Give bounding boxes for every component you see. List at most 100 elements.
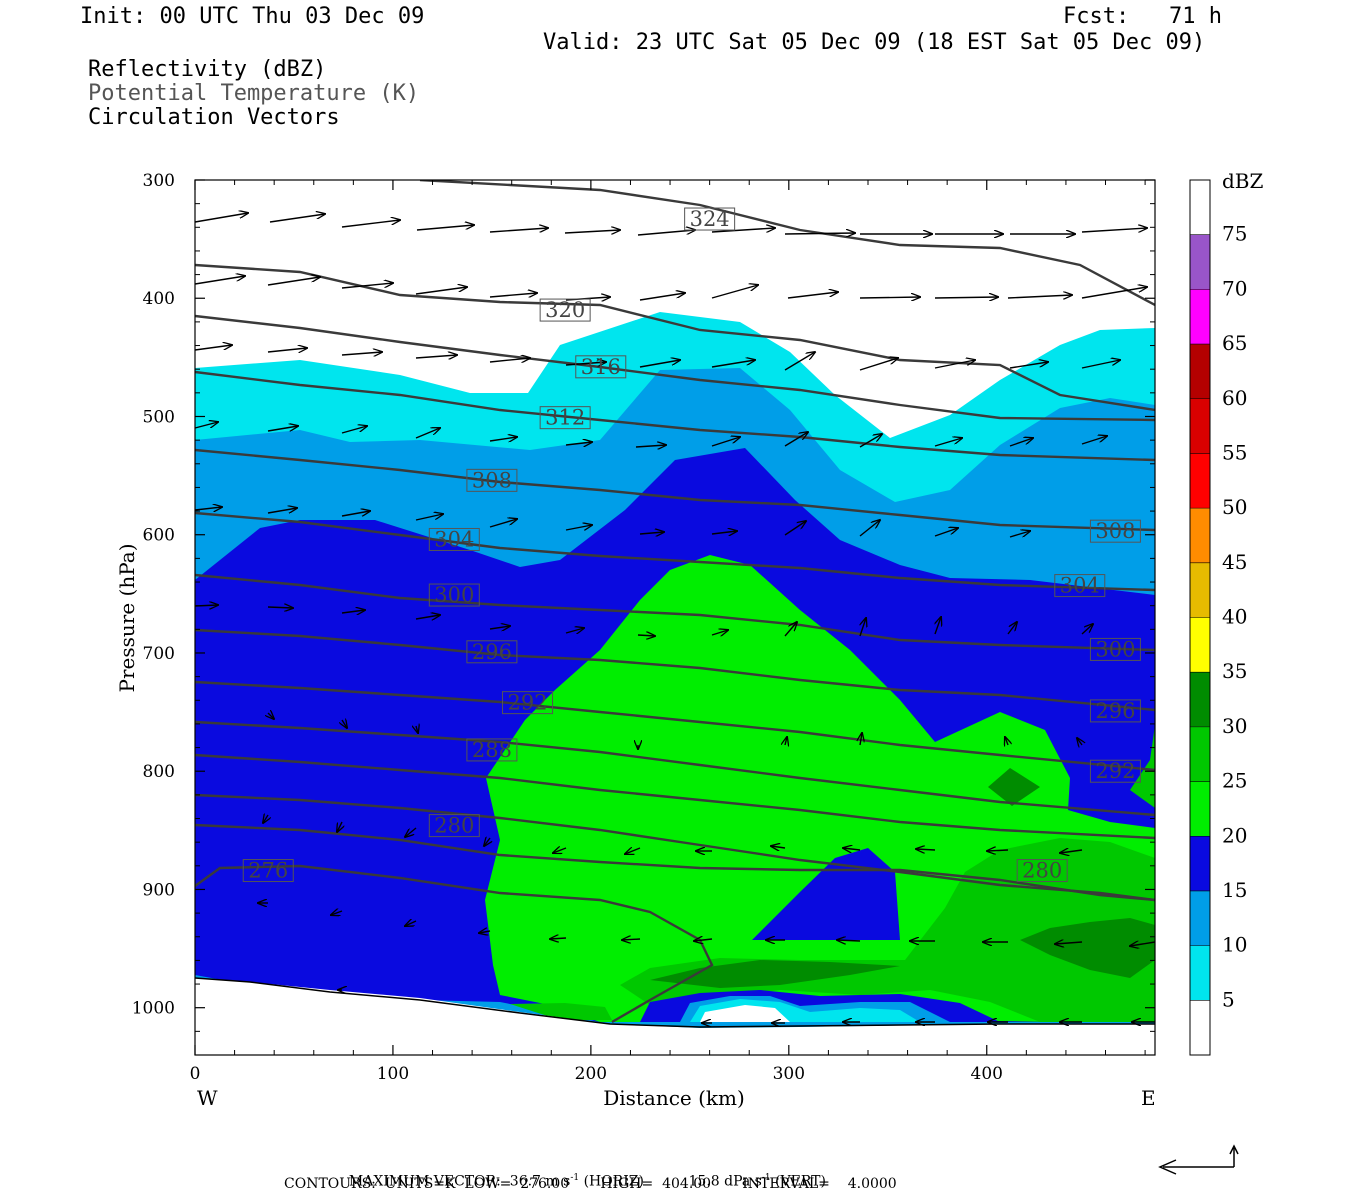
vector-arrow — [784, 432, 808, 447]
vector-arrow — [784, 521, 806, 536]
colorbar-segment — [1190, 945, 1210, 1001]
vector-arrow — [565, 362, 606, 365]
circulation-vectors — [194, 213, 1156, 1023]
theta-line — [195, 823, 1155, 902]
y-tick-label: 500 — [143, 407, 175, 427]
vector-arrow — [268, 713, 274, 719]
theta-line — [195, 448, 1155, 532]
vector-arrow — [639, 293, 685, 301]
max-vector-line: MAXIMUM VECTOR: 36.7 m s-1 (HORIZ) 15.8 … — [340, 1157, 826, 1190]
vert-label: (VERT) — [770, 1173, 826, 1190]
vector-arrow — [635, 445, 666, 447]
theta-label-box — [502, 691, 554, 715]
vector-arrow — [550, 938, 567, 939]
surface-line — [195, 977, 1155, 1028]
theta-contour-label: 280 — [434, 814, 474, 838]
below-ground — [195, 978, 1155, 1055]
colorbar-segment — [1190, 562, 1210, 618]
colorbar-segment — [1190, 836, 1210, 891]
theta-label-box — [539, 298, 591, 322]
vector-arrow — [787, 292, 838, 299]
theta-contour-label: 280 — [1022, 859, 1062, 883]
vector-arrow — [331, 911, 343, 915]
theta-line — [195, 263, 1155, 412]
vector-arrow — [194, 422, 218, 429]
vector-arrow — [1081, 360, 1120, 369]
vector-arrow — [341, 220, 400, 228]
vector-arrow — [416, 225, 474, 231]
vector-arrow — [1005, 737, 1008, 745]
vector-arrow — [341, 511, 370, 517]
theta-contour-label: 308 — [1095, 519, 1135, 543]
horiz-label: (HORIZ) — [579, 1173, 644, 1190]
theta-label-box — [1089, 519, 1141, 543]
colorbar-title: dBZ — [1222, 169, 1264, 193]
colorbar-level-label: 25 — [1222, 769, 1247, 793]
theta-label-box — [466, 640, 518, 664]
vector-arrow — [194, 276, 245, 285]
vector-arrow — [934, 438, 962, 447]
vector-arrow — [565, 628, 584, 633]
vector-arrow — [785, 737, 787, 745]
vector-arrow — [337, 821, 342, 832]
vector-arrow — [625, 848, 641, 854]
colorbar: 5 10 15 20 25 30 35 40 45 50 55 60 65 70 75 — [1189, 179, 1247, 1056]
theta-contour-label: 296 — [1095, 699, 1135, 723]
vector-arrow — [859, 297, 920, 298]
vector-arrow — [1009, 362, 1048, 369]
vector-arrow — [194, 213, 248, 223]
y-tick-label: 700 — [143, 644, 175, 664]
vector-arrow — [1007, 295, 1072, 298]
y-tick-label: 300 — [143, 171, 175, 191]
vector-arrow — [484, 838, 490, 846]
theta-label-box — [539, 406, 591, 430]
vector-arrow — [1007, 622, 1017, 635]
refl-surface-white — [700, 1005, 790, 1022]
theta-contour-label: 304 — [434, 527, 474, 551]
x-tick-label: 300 — [773, 1064, 805, 1084]
vector-arrow — [267, 348, 307, 352]
vector-arrow — [267, 607, 293, 608]
theta-contour-label: 300 — [1095, 637, 1135, 661]
y-tick-label: 800 — [143, 762, 175, 782]
colorbar-level-label: 20 — [1222, 823, 1247, 847]
x-west-label: W — [197, 1086, 218, 1110]
vector-arrow — [1009, 438, 1033, 447]
vector-arrow — [860, 733, 862, 746]
theta-label-box — [428, 527, 480, 551]
vector-arrow — [837, 940, 861, 941]
vector-arrow — [934, 360, 975, 369]
vector-arrow — [489, 293, 537, 297]
vector-arrow — [1081, 624, 1093, 635]
vector-arrow — [916, 849, 936, 850]
theta-line — [419, 180, 1155, 307]
vector-arrow — [711, 630, 728, 635]
vector-arrow — [564, 230, 620, 233]
vector-arrow — [637, 230, 695, 236]
theta-contour-label: 288 — [472, 738, 512, 762]
colorbar-level-label: 70 — [1222, 276, 1247, 300]
vector-arrow — [263, 815, 268, 823]
x-east-label: E — [1141, 1086, 1156, 1110]
theta-line — [195, 511, 1155, 592]
colorbar-segment — [1190, 781, 1210, 837]
y-axis-title: Pressure (hPa) — [115, 544, 139, 693]
colorbar-level-label: 10 — [1222, 933, 1247, 957]
vector-arrow — [415, 514, 443, 521]
refl-30-35 — [1020, 918, 1155, 978]
vector-arrow — [711, 531, 737, 534]
horiz-vector-value: 36.7 m s — [509, 1173, 571, 1190]
contours-info: CONTOURS: UNITS=K LOW= 276.00 HIGH= 404.… — [284, 1176, 897, 1192]
plot-frame — [194, 179, 1156, 1056]
colorbar-level-label: 40 — [1222, 605, 1247, 629]
colorbar-level-label: 35 — [1222, 659, 1247, 683]
vector-arrow — [415, 428, 440, 439]
colorbar-segment — [1190, 1000, 1210, 1055]
theta-contour-label: 308 — [472, 468, 512, 492]
vector-arrow — [694, 939, 713, 941]
theta-label-box — [428, 583, 480, 607]
vector-arrow — [341, 352, 382, 355]
vector-arrow — [415, 615, 440, 619]
theta-line — [195, 573, 1155, 652]
